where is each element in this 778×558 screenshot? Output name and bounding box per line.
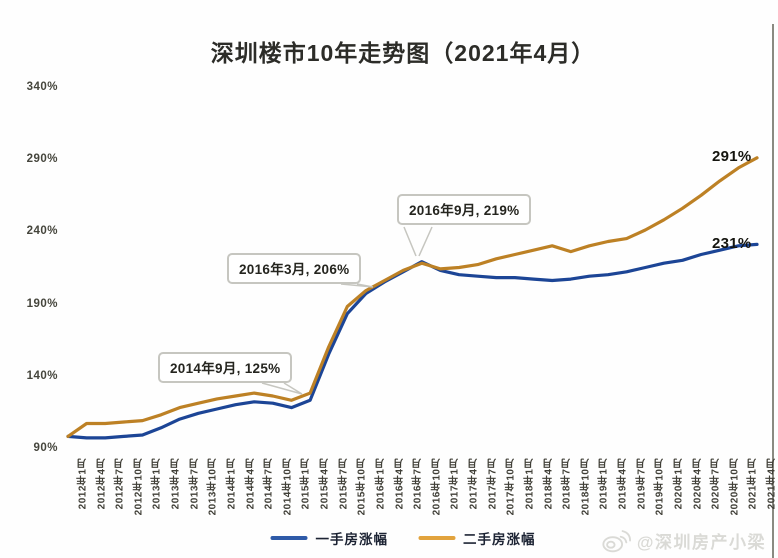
watermark: @深圳房产小梁: [601, 527, 766, 554]
chart-title: 深圳楼市10年走势图（2021年4月）: [210, 40, 596, 66]
y-axis-label: 140%: [26, 369, 58, 382]
legend-label-first-hand: 一手房涨幅: [315, 532, 388, 547]
legend-item-first-hand: 一手房涨幅: [270, 528, 389, 548]
first-hand-end-value: 231%: [712, 235, 752, 252]
right-edge-border: [772, 24, 774, 558]
legend-label-second-hand: 二手房涨幅: [463, 532, 536, 547]
annotation-2014-09: 2014年9月, 125%: [158, 352, 293, 383]
y-axis-label: 340%: [26, 81, 58, 93]
y-axis-label: 90%: [33, 442, 58, 454]
annotation-2016-03: 2016年3月, 206%: [227, 253, 362, 284]
second-hand-line: [66, 156, 759, 438]
y-axis-label: 190%: [26, 297, 58, 310]
watermark-text: @深圳房产小梁: [636, 533, 766, 552]
weibo-icon: [602, 530, 631, 553]
y-axis-label: 290%: [26, 153, 58, 166]
callout-pointer-lines: [261, 226, 433, 395]
second-hand-end-value: 291%: [712, 148, 752, 165]
annotation-2016-09: 2016年9月, 219%: [397, 194, 532, 225]
first-hand-line: [66, 242, 759, 440]
second-hand-line-swatch: [418, 536, 455, 540]
legend-item-second-hand: 二手房涨幅: [418, 528, 536, 548]
legend: 一手房涨幅 二手房涨幅: [270, 528, 536, 548]
y-axis-label: 240%: [26, 225, 58, 238]
first-hand-line-swatch: [270, 536, 308, 540]
